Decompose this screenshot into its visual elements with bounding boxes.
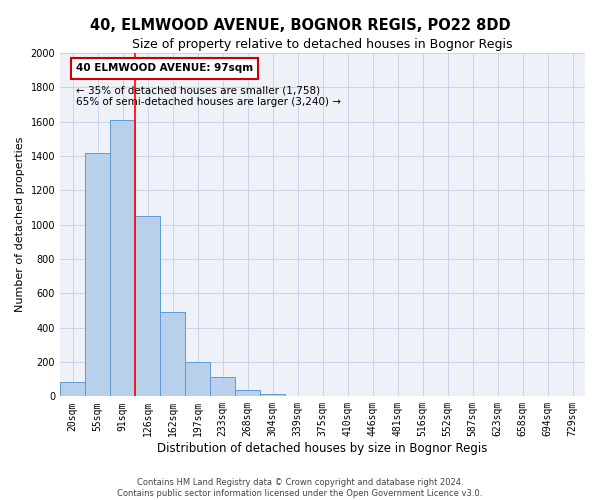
Text: ← 35% of detached houses are smaller (1,758)
65% of semi-detached houses are lar: ← 35% of detached houses are smaller (1,… bbox=[76, 86, 341, 107]
Bar bbox=[260, 394, 285, 396]
Bar bbox=[210, 378, 235, 396]
Bar bbox=[110, 120, 135, 396]
Bar bbox=[235, 390, 260, 396]
X-axis label: Distribution of detached houses by size in Bognor Regis: Distribution of detached houses by size … bbox=[157, 442, 488, 455]
Bar bbox=[160, 312, 185, 396]
Title: Size of property relative to detached houses in Bognor Regis: Size of property relative to detached ho… bbox=[132, 38, 513, 51]
Text: Contains HM Land Registry data © Crown copyright and database right 2024.
Contai: Contains HM Land Registry data © Crown c… bbox=[118, 478, 482, 498]
Bar bbox=[85, 152, 110, 396]
Bar bbox=[60, 382, 85, 396]
Bar bbox=[185, 362, 210, 396]
Bar bbox=[135, 216, 160, 396]
Y-axis label: Number of detached properties: Number of detached properties bbox=[15, 137, 25, 312]
Text: 40 ELMWOOD AVENUE: 97sqm: 40 ELMWOOD AVENUE: 97sqm bbox=[76, 64, 253, 74]
Text: 40, ELMWOOD AVENUE, BOGNOR REGIS, PO22 8DD: 40, ELMWOOD AVENUE, BOGNOR REGIS, PO22 8… bbox=[89, 18, 511, 32]
